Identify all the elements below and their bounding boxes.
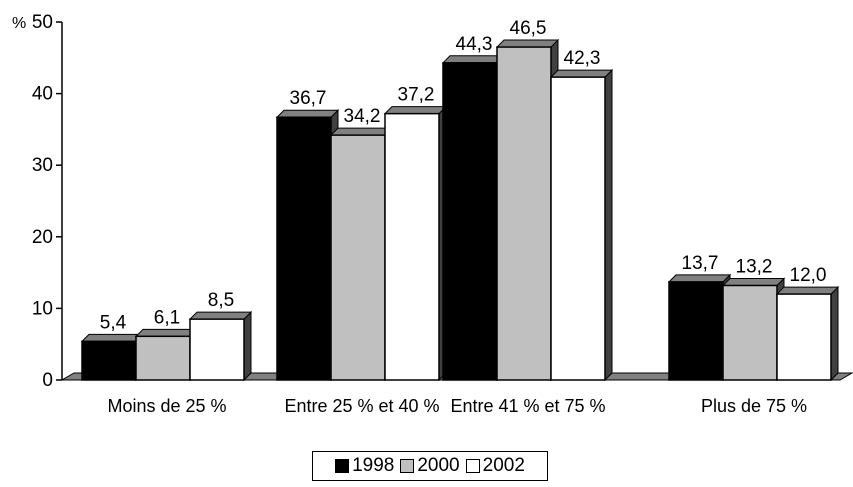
data-label: 13,2	[736, 256, 773, 277]
y-tick-label: 0	[42, 370, 53, 391]
data-label: 36,7	[290, 88, 327, 109]
data-label: 46,5	[510, 18, 547, 39]
x-tick-label: Entre 41 % et 75 %	[450, 396, 605, 416]
bar-top	[275, 109, 340, 118]
legend-item: 1998	[335, 455, 394, 477]
bar-top	[775, 286, 840, 295]
data-label: 44,3	[456, 34, 493, 55]
bar-top	[134, 328, 199, 337]
data-label: 13,7	[682, 253, 719, 274]
y-unit-label: %	[12, 15, 26, 32]
chart-labels: 5,4 6,1 8,5 Moins de 25 % 36,7 34,2 37,2 Entre …	[100, 18, 827, 416]
data-label: 42,3	[564, 48, 601, 69]
y-tick-label: 10	[32, 298, 53, 319]
bar	[776, 293, 832, 381]
x-tick-label: Entre 25 % et 40 %	[284, 396, 439, 416]
bar	[496, 46, 552, 381]
y-tick-label: 50	[32, 12, 53, 33]
bar	[668, 281, 724, 381]
x-tick-label: Moins de 25 %	[107, 396, 226, 416]
y-tick-label: 40	[32, 84, 53, 105]
bar	[442, 62, 498, 381]
data-label: 34,2	[344, 106, 381, 127]
bar	[276, 116, 332, 381]
bar-side	[830, 285, 839, 382]
legend-swatch	[465, 459, 480, 473]
data-label: 5,4	[100, 312, 127, 333]
bar-chart: 0 10 20 30 40 50% 5,4 6,1 8,5 Moins de 25 % 36,7 3…	[12, 12, 853, 416]
bar	[384, 112, 440, 381]
bar-top	[441, 55, 506, 64]
bar-top	[329, 127, 394, 136]
bar-top	[721, 277, 786, 286]
legend-label: 1998	[352, 455, 395, 476]
chart-bars	[80, 38, 840, 382]
bar-top	[495, 39, 560, 48]
legend-label: 2002	[482, 455, 525, 476]
y-tick-label: 20	[32, 227, 53, 248]
chart-legend: 1998 2000 2002	[312, 451, 548, 481]
bar	[81, 340, 137, 381]
data-label: 6,1	[154, 307, 180, 328]
bar-top	[667, 274, 732, 283]
bar-top	[80, 333, 145, 342]
bar	[135, 335, 191, 381]
legend-swatch	[400, 459, 415, 473]
legend-label: 2000	[417, 455, 460, 476]
legend-swatch	[335, 459, 350, 473]
x-tick-label: Plus de 75 %	[701, 396, 807, 416]
data-label: 37,2	[398, 85, 435, 106]
bar-side	[243, 310, 252, 382]
bar-side	[604, 68, 613, 382]
legend-item: 2002	[465, 455, 525, 477]
bar-top	[383, 106, 448, 115]
legend-item: 2000	[400, 455, 460, 477]
data-label: 8,5	[208, 290, 234, 311]
data-label: 12,0	[790, 265, 827, 286]
bar	[330, 134, 386, 381]
bar	[550, 76, 606, 381]
bar	[189, 318, 245, 381]
bar-top	[549, 69, 614, 78]
bar	[722, 284, 778, 381]
bar-top	[188, 311, 253, 320]
y-tick-label: 30	[32, 155, 53, 176]
